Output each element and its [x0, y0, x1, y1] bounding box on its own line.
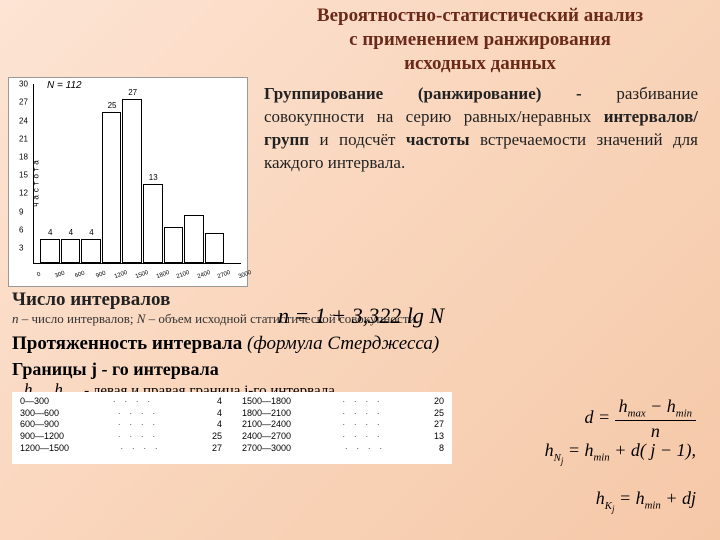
histogram-bars: 4 4 4 25 27 13: [33, 84, 241, 264]
histogram-bar: [184, 215, 204, 264]
table-row: 0—300· · · ·4: [20, 396, 222, 408]
histogram-bar-label: 27: [128, 88, 137, 97]
table-row: 900—1200· · · ·25: [20, 431, 222, 443]
table-row: 600—900· · · ·4: [20, 419, 222, 431]
histogram-bar: [164, 227, 184, 263]
table-row: 2700—3000· · · ·8: [242, 443, 444, 455]
term-frequency: частоты: [406, 130, 470, 149]
boundaries-title: Границы j - го интервала: [12, 359, 708, 380]
section-interval-extent: Протяженность интервала (формула Стердже…: [0, 331, 720, 355]
histogram-bar: [102, 112, 122, 264]
formula-intervals-count: n = 1 + 3,322 lg N: [278, 303, 444, 329]
histogram-bar-label: 25: [108, 101, 117, 110]
table-row: 1500—1800· · · ·20: [242, 396, 444, 408]
definition-paragraph: Группирование (ранжирование) - разбивани…: [248, 77, 712, 287]
histogram-bar: [40, 239, 60, 263]
main-title: Вероятностно-статистический анализ с при…: [0, 0, 720, 77]
histogram-bar: [122, 99, 142, 263]
top-section: N = 112 частота 36912151821242730 444252…: [0, 77, 720, 287]
formula-d: d = hmax − hmin n: [584, 396, 696, 442]
histogram-bar: [81, 239, 101, 263]
histogram-bar: [61, 239, 81, 263]
histogram-bar-label: 4: [48, 228, 52, 237]
title-line-2: с применением ранжирования: [260, 28, 700, 52]
formula-hn: hNj = hmin + d( j − 1),: [545, 440, 696, 466]
histogram-bar-label: 4: [89, 228, 93, 237]
term-grouping: Группирование (ранжирование) -: [264, 84, 582, 103]
table-row: 1200—1500· · · ·27: [20, 443, 222, 455]
histogram-bar-label: 4: [69, 228, 73, 237]
table-row: 1800—2100· · · ·25: [242, 408, 444, 420]
title-line-1: Вероятностно-статистический анализ: [260, 4, 700, 28]
table-row: 2100—2400· · · ·27: [242, 419, 444, 431]
histogram-bar: [205, 233, 225, 263]
table-row: 300—600· · · ·4: [20, 408, 222, 420]
histogram-figure: N = 112 частота 36912151821242730 444252…: [8, 77, 248, 287]
table-col-right: 1500—1800· · · ·201800—2100· · · ·252100…: [242, 396, 444, 460]
table-row: 2400—2700· · · ·13: [242, 431, 444, 443]
formula-hk: hKj = hmin + dj: [596, 488, 696, 514]
histogram-bar: [143, 184, 163, 263]
table-col-left: 0—300· · · ·4300—600· · · ·4600—900· · ·…: [20, 396, 222, 460]
title-line-3: исходных данных: [260, 52, 700, 76]
histogram-bar-label: 13: [149, 173, 158, 182]
intervals-table: 0—300· · · ·4300—600· · · ·4600—900· · ·…: [12, 392, 452, 464]
